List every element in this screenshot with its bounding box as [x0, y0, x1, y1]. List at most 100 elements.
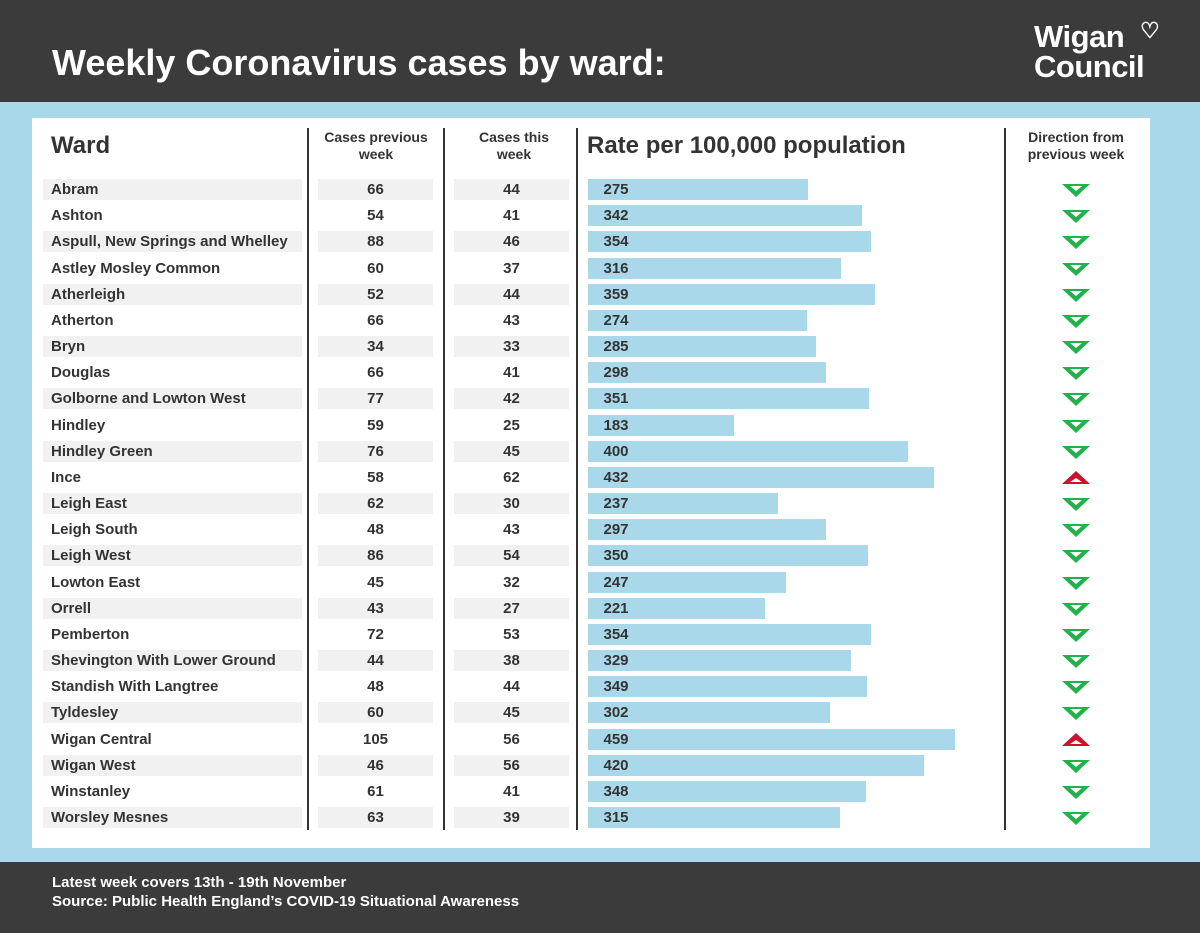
rate-bar: [588, 205, 862, 227]
arrow-down-icon: [1062, 288, 1090, 302]
cases-this-week: 45: [503, 704, 520, 722]
cases-this-week: 37: [503, 259, 520, 277]
row-bg: [43, 702, 302, 724]
ward-name: Orrell: [51, 599, 92, 617]
arrow-down-icon: [1062, 576, 1090, 590]
cases-this-week: 32: [503, 573, 520, 591]
cases-previous-week: 76: [367, 442, 384, 460]
cases-this-week: 33: [503, 338, 520, 356]
row-bg: [43, 336, 302, 358]
row-bg: [318, 754, 433, 776]
cases-previous-week: 54: [367, 207, 384, 225]
header-prev: Cases previous week: [324, 129, 428, 162]
rate-label: 316: [603, 259, 629, 277]
cases-this-week: 53: [503, 625, 520, 643]
cases-previous-week: 66: [367, 364, 384, 382]
rate-label: 432: [603, 468, 629, 486]
cases-previous-week: 60: [367, 704, 384, 722]
ward-name: Hindley: [51, 416, 106, 434]
ward-name: Standish With Langtree: [51, 678, 219, 696]
cases-previous-week: 43: [367, 599, 384, 617]
row-bg: [454, 231, 569, 253]
row-bg: [43, 597, 302, 619]
rate-bar: [588, 440, 908, 462]
rate-bar: [588, 545, 868, 567]
rate-bar: [588, 519, 826, 541]
row-bg: [43, 440, 302, 462]
row-bg: [43, 807, 302, 829]
ward-name: Lowton East: [51, 573, 141, 591]
row-bg: [318, 440, 433, 462]
ward-name: Worsley Mesnes: [51, 809, 169, 827]
cases-this-week: 43: [503, 311, 520, 329]
row-bg: [454, 283, 569, 305]
header-this: Cases this week: [478, 129, 550, 162]
rate-label: 459: [603, 730, 629, 748]
row-bg: [454, 388, 569, 410]
arrow-down-icon: [1062, 524, 1090, 538]
heart-icon: ♡: [1140, 18, 1160, 43]
arrow-down-icon: [1062, 655, 1090, 669]
cases-this-week: 45: [503, 442, 520, 460]
row-bg: [318, 388, 433, 410]
rate-bar: [588, 388, 869, 410]
cases-this-week: 62: [503, 468, 520, 486]
ward-name: Douglas: [51, 364, 111, 382]
cases-previous-week: 72: [367, 625, 384, 643]
rate-bar: [588, 283, 876, 305]
ward-name: Winstanley: [51, 782, 131, 800]
divider: [1004, 128, 1006, 830]
cases-this-week: 41: [503, 207, 520, 225]
cases-previous-week: 45: [367, 573, 384, 591]
header-bar: Weekly Coronavirus cases by ward: Wigan …: [0, 0, 1200, 102]
cases-previous-week: 77: [367, 390, 384, 408]
cases-this-week: 46: [503, 233, 520, 251]
page-title: Weekly Coronavirus cases by ward:: [52, 42, 666, 83]
rate-label: 329: [603, 652, 629, 670]
rate-bar: [588, 780, 867, 802]
rate-label: 348: [603, 782, 629, 800]
cases-previous-week: 58: [367, 468, 384, 486]
ward-name: Wigan Central: [51, 730, 152, 748]
cases-previous-week: 88: [367, 233, 384, 251]
divider: [443, 128, 445, 830]
row-bg: [43, 283, 302, 305]
arrow-up-icon: [1062, 470, 1090, 484]
ward-name: Atherton: [51, 311, 114, 329]
rate-label: 351: [603, 390, 629, 408]
row-bg: [43, 754, 302, 776]
ward-name: Aspull, New Springs and Whelley: [51, 233, 288, 251]
cases-this-week: 25: [503, 416, 520, 434]
rate-label: 237: [603, 495, 629, 513]
row-bg: [454, 807, 569, 829]
rate-bar: [588, 257, 841, 279]
arrow-down-icon: [1062, 367, 1090, 381]
row-bg: [43, 493, 302, 515]
row-bg: [318, 336, 433, 358]
header-direction: Direction from previous week: [1027, 129, 1125, 162]
cases-this-week: 56: [503, 730, 520, 748]
cases-this-week: 27: [503, 599, 520, 617]
ward-name: Astley Mosley Common: [51, 259, 221, 277]
footer-dates: Latest week covers 13th - 19th November: [52, 874, 347, 891]
cases-previous-week: 34: [367, 338, 384, 356]
arrow-down-icon: [1062, 785, 1090, 799]
arrow-down-icon: [1062, 681, 1090, 695]
footer: Latest week covers 13th - 19th November …: [0, 862, 1200, 933]
arrow-down-icon: [1062, 707, 1090, 721]
row-bg: [318, 545, 433, 567]
rate-label: 342: [603, 207, 629, 225]
footer-source: Source: Public Health England’s COVID-19…: [52, 893, 520, 910]
header-rate: Rate per 100,000 population: [587, 132, 906, 159]
rate-label: 221: [603, 599, 629, 617]
row-bg: [43, 388, 302, 410]
rate-label: 297: [603, 521, 629, 539]
row-bg: [454, 702, 569, 724]
rate-label: 302: [603, 704, 629, 722]
arrow-down-icon: [1062, 314, 1090, 328]
cases-this-week: 44: [503, 678, 520, 696]
arrow-down-icon: [1062, 550, 1090, 564]
row-bg: [43, 179, 302, 200]
cases-this-week: 54: [503, 547, 520, 565]
row-bg: [454, 754, 569, 776]
